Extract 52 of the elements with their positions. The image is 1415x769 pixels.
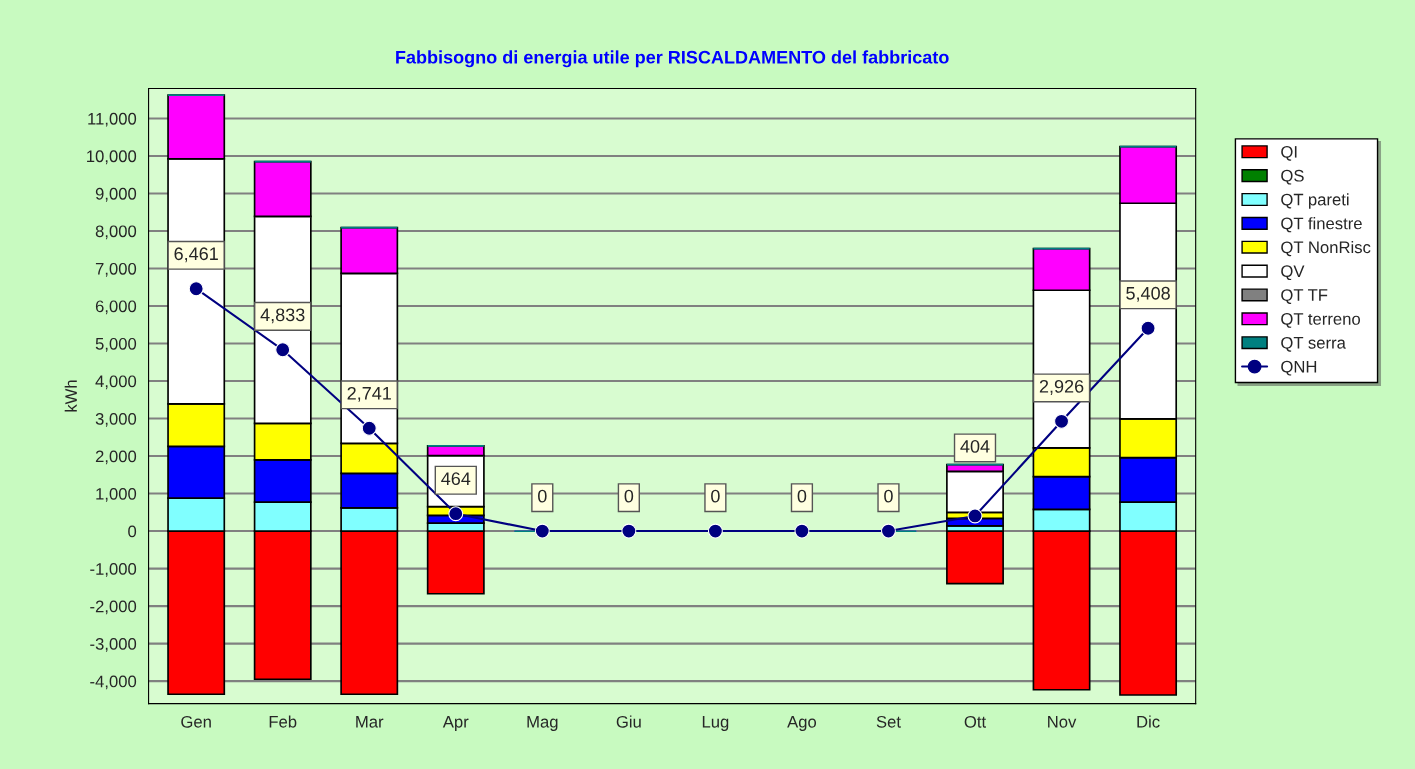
x-tick-label: Mar [356,716,384,728]
data-label: 0 [797,489,807,503]
data-label: 6,461 [174,247,218,263]
legend-label: QT NonRisc [1281,240,1371,257]
x-tick-label: Lug [702,716,729,731]
data-label: 0 [538,489,547,503]
data-label: 0 [711,489,720,503]
y-axis-title: kWh [64,380,77,412]
legend-label: QT serra [1281,336,1346,352]
y-tick-label: 7,000 [95,262,137,277]
data-label: 464 [441,472,471,486]
data-label: 0 [884,489,893,503]
x-tick-label: Nov [1048,716,1077,728]
legend-label: QV [1281,265,1305,281]
y-tick-label: 11,000 [88,112,137,127]
y-tick-label: 4,000 [95,375,137,390]
data-label: 5,408 [1126,286,1170,302]
y-tick-label: 5,000 [95,337,137,352]
legend-label: QT terreno [1281,313,1361,328]
legend-label: QT TF [1281,289,1328,304]
data-label: 404 [960,439,990,453]
legend-label: QT finestre [1281,217,1362,233]
legend-label: QS [1281,169,1304,185]
y-tick-label: 0 [128,525,137,538]
y-tick-label: 9,000 [95,187,137,202]
legend-label: QNH [1281,360,1317,376]
y-tick-label: 8,000 [95,225,137,240]
x-tick-label: Feb [269,715,297,728]
y-tick-label: 6,000 [95,300,137,315]
data-label: 0 [624,489,634,503]
x-tick-label: Apr [442,716,469,731]
x-tick-label: Set [876,715,901,728]
x-tick-label: Mag [527,716,558,731]
legend-label: QI [1281,145,1297,161]
legend-label: QT pareti [1281,193,1349,209]
data-label: 2,741 [347,386,391,402]
data-label: 4,833 [260,308,305,324]
y-tick-label: -1,000 [90,562,137,577]
y-tick-label: -3,000 [90,638,137,652]
x-tick-label: Dic [1137,715,1160,728]
y-tick-label: 3,000 [95,412,137,427]
x-tick-label: Ott [964,715,986,728]
y-tick-label: -4,000 [90,675,137,690]
y-tick-label: 10,000 [87,150,137,165]
x-tick-label: Gen [181,715,211,728]
x-tick-label: Giu [616,715,641,728]
y-tick-label: 2,000 [95,450,137,465]
data-label: 2,926 [1039,379,1084,395]
chart-title: Fabbisogno di energia utile per RISCALDAMENTO del fabbricato [396,50,949,68]
y-tick-label: -2,000 [90,600,137,615]
y-tick-label: 1,000 [96,487,137,502]
x-tick-label: Ago [787,716,817,731]
